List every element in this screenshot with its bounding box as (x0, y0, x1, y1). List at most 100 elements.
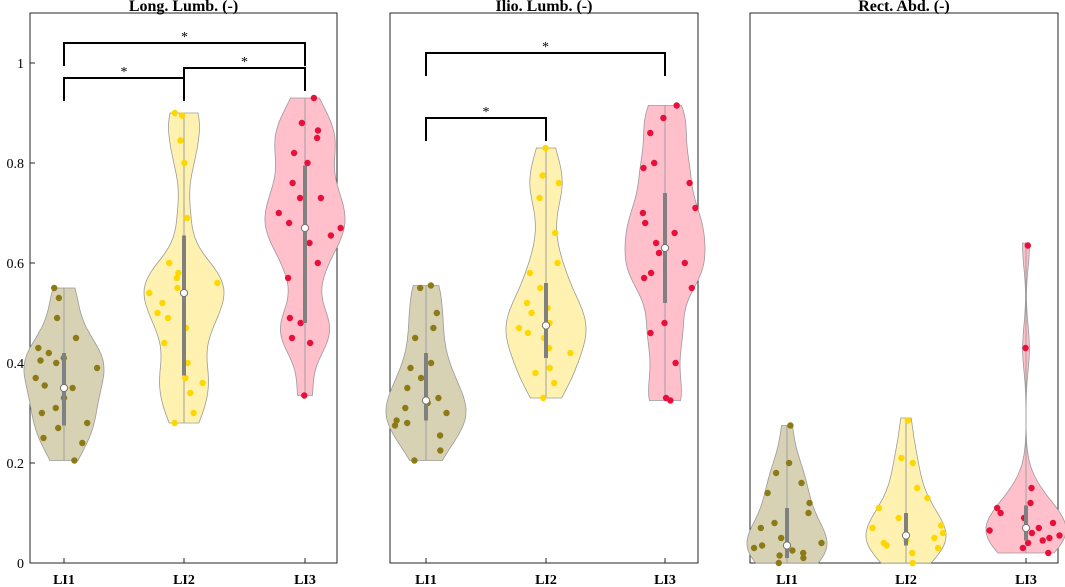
data-point (159, 299, 166, 307)
data-point (40, 434, 47, 442)
data-point (430, 324, 437, 332)
data-point (171, 419, 178, 427)
significance-star: * (181, 30, 188, 45)
data-point (567, 349, 574, 357)
data-point (79, 439, 86, 447)
data-point (652, 239, 660, 247)
data-point (166, 259, 173, 267)
data-point (771, 519, 778, 527)
data-point (174, 284, 181, 292)
data-point (1027, 499, 1034, 507)
data-point (552, 229, 559, 237)
significance-bracket (183, 67, 306, 91)
median-marker (660, 243, 670, 253)
significance-bracket (63, 77, 185, 101)
data-point (909, 549, 916, 557)
data-point (306, 339, 314, 347)
data-point (55, 424, 62, 432)
data-point (1039, 537, 1046, 544)
xtick-label: LI3 (294, 573, 316, 587)
data-point (800, 554, 807, 562)
data-point (647, 129, 654, 137)
data-point (407, 364, 414, 372)
data-point (214, 279, 221, 287)
data-point (662, 394, 670, 402)
xtick-label: LI2 (173, 573, 195, 587)
data-point (775, 559, 782, 567)
median-marker (300, 223, 310, 233)
data-point (177, 137, 184, 144)
data-point (671, 229, 678, 237)
data-point (183, 214, 191, 222)
data-point (642, 219, 649, 227)
median-marker (179, 288, 189, 298)
data-point (1024, 242, 1032, 249)
data-point (313, 134, 321, 142)
xtick-label: LI3 (1015, 573, 1037, 587)
data-point (427, 359, 435, 367)
data-point (875, 504, 883, 512)
ytick-label: 0.8 (7, 157, 25, 172)
data-point (672, 359, 679, 367)
data-point (869, 524, 876, 532)
data-point (1045, 549, 1052, 557)
xtick-label: LI1 (776, 573, 798, 587)
median-marker (901, 531, 911, 540)
data-point (681, 259, 688, 267)
significance-star: * (121, 65, 128, 80)
data-point (934, 544, 942, 552)
data-point (515, 324, 523, 332)
median-marker (782, 541, 792, 550)
panel-3: Rect. Abd. (-) LI1 LI2 LI3 (746, 0, 1065, 587)
data-point (640, 274, 648, 282)
data-point (523, 299, 531, 307)
data-point (327, 232, 335, 239)
xtick-label: LI2 (535, 573, 557, 587)
data-point (778, 534, 785, 542)
data-point (555, 179, 563, 187)
data-point (789, 547, 796, 554)
data-point (776, 552, 783, 559)
significance-star: * (241, 55, 248, 70)
data-point (904, 417, 912, 424)
data-point (798, 479, 805, 487)
xtick-label: LI3 (654, 573, 676, 587)
significance-bracket (63, 42, 306, 66)
data-point (433, 309, 440, 317)
data-point (785, 459, 793, 467)
data-point (161, 339, 168, 347)
data-point (757, 524, 764, 532)
data-point (164, 314, 172, 322)
iqr-box (424, 353, 428, 421)
significance-star: * (542, 40, 549, 55)
data-point (640, 164, 647, 172)
data-point (435, 394, 442, 402)
data-point (909, 559, 916, 567)
data-point (182, 374, 189, 382)
data-point (301, 392, 308, 399)
data-point (41, 382, 48, 389)
significance-star: * (483, 105, 490, 120)
data-point (686, 179, 693, 187)
iqr-box (785, 508, 789, 558)
data-point (190, 409, 197, 417)
data-point (154, 309, 161, 317)
data-point (146, 289, 153, 297)
data-point (171, 109, 178, 117)
data-point (938, 522, 945, 529)
data-point (1022, 344, 1029, 352)
data-point (772, 469, 780, 477)
data-point (540, 394, 547, 402)
data-point (939, 529, 947, 537)
data-point (38, 409, 46, 417)
data-point (909, 459, 916, 467)
ytick-label: 1 (17, 57, 24, 72)
data-point (391, 422, 399, 429)
data-point (427, 282, 435, 289)
data-point (914, 484, 921, 492)
data-point (1019, 544, 1027, 552)
data-point (173, 274, 180, 282)
data-point (337, 224, 344, 232)
median-marker (421, 396, 431, 405)
